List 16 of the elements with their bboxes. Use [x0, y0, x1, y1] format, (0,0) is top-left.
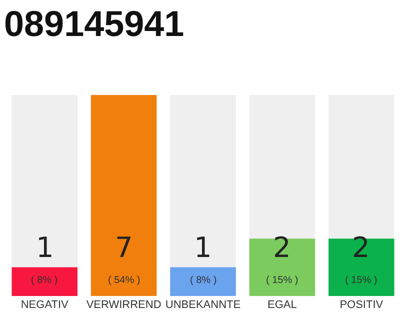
annotation: ( 8% )	[190, 275, 217, 286]
x-tick-label: UNBEKANNTE	[165, 299, 241, 311]
x-tick-label: NEGATIV	[20, 299, 69, 311]
data-label: 7	[115, 231, 133, 264]
annotation: ( 8% )	[31, 275, 58, 286]
annotation: ( 54% )	[108, 275, 140, 286]
data-label: 2	[352, 231, 370, 264]
x-tick-label: VERWIRREND	[86, 299, 162, 311]
data-label: 1	[194, 231, 212, 264]
x-tick-label: POSITIV	[340, 299, 384, 311]
x-tick-label: EGAL	[268, 299, 297, 311]
data-label: 2	[273, 231, 291, 264]
chart-title: 089145941	[4, 3, 184, 44]
annotation: ( 15% )	[345, 275, 378, 286]
annotation: ( 15% )	[266, 275, 298, 286]
data-label: 1	[36, 231, 54, 264]
